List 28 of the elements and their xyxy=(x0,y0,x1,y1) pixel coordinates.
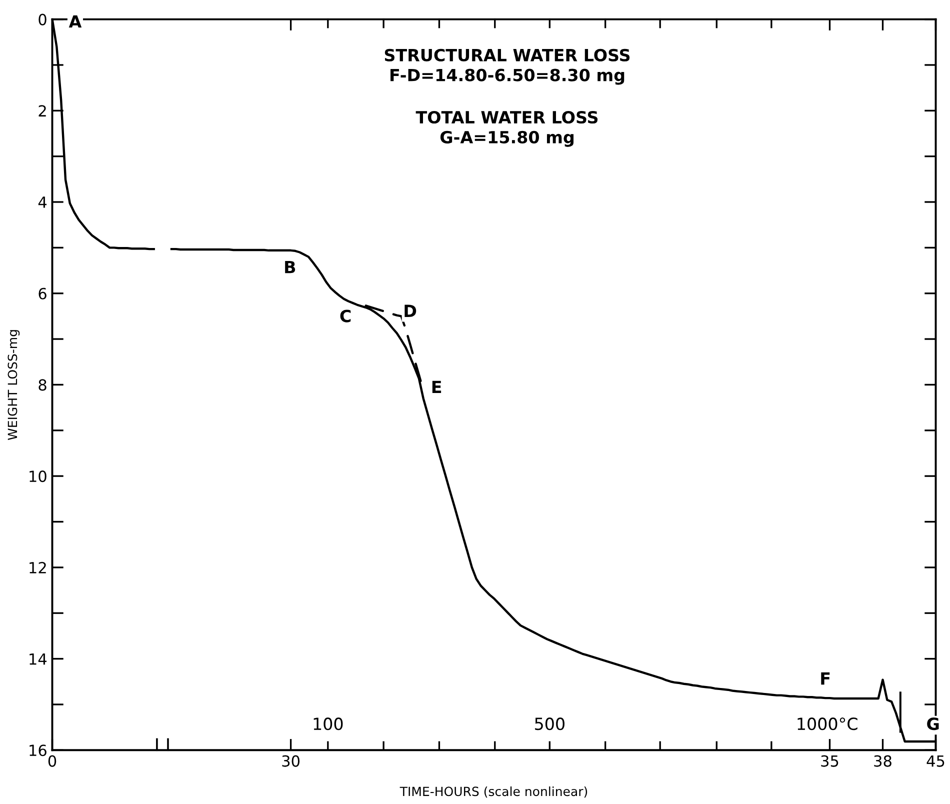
y-tick-label: 6 xyxy=(38,288,46,300)
annotation: 1000°C xyxy=(798,718,858,730)
y-tick-label: 2 xyxy=(38,105,46,116)
annotation: F xyxy=(821,672,830,685)
y-tick-label: 10 xyxy=(30,470,46,482)
annotation: E xyxy=(432,380,442,393)
y-tick-label: 12 xyxy=(30,562,46,574)
annotation: 500 xyxy=(535,718,564,730)
annotation: G xyxy=(927,718,939,730)
x-tick-label: 45 xyxy=(926,755,944,767)
annotation: TOTAL WATER LOSS G-A=15.80 mg xyxy=(416,110,598,147)
y-tick-label: 16 xyxy=(30,744,46,756)
x-tick-label: 38 xyxy=(874,755,892,767)
x-axis-title: TIME-HOURS (scale nonlinear) xyxy=(400,786,588,798)
y-tick-label: 14 xyxy=(30,653,47,665)
annotation: C xyxy=(340,310,351,322)
annotation: A xyxy=(68,15,82,28)
x-tick-label: 35 xyxy=(821,755,838,767)
annotation: D xyxy=(404,304,416,317)
y-tick-label: 4 xyxy=(38,196,47,208)
annotation: B xyxy=(285,260,296,274)
annotation: 100 xyxy=(314,718,343,730)
y-tick-label: 8 xyxy=(38,379,46,391)
x-tick-label: 0 xyxy=(48,755,56,767)
y-tick-label: 0 xyxy=(38,14,46,26)
x-tick-label: 30 xyxy=(282,755,300,767)
annotation: STRUCTURAL WATER LOSS F-D=14.80-6.50=8.30 mg xyxy=(384,48,630,85)
y-axis-title: WEIGHT LOSS-mg xyxy=(8,330,20,440)
